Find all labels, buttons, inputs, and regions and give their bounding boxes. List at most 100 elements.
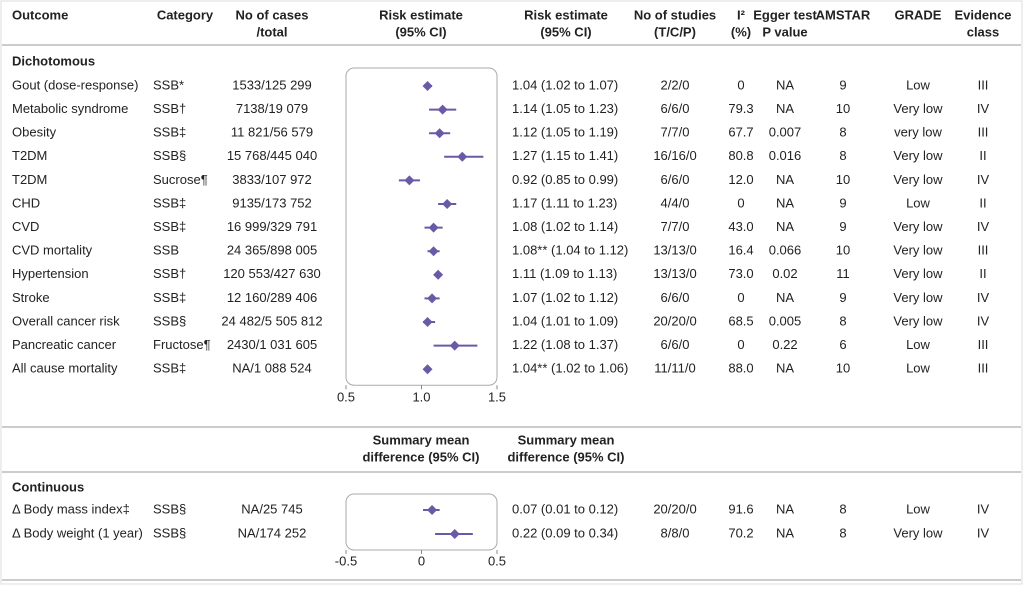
cell: 1.17 (1.11 to 1.23): [512, 195, 617, 210]
cell: 0.22: [772, 337, 797, 352]
cell: 6: [839, 337, 846, 352]
cell: 20/20/0: [653, 313, 696, 328]
cell: Very low: [893, 266, 943, 281]
x-tick-label: 0: [418, 553, 425, 568]
cell: 79.3: [728, 101, 753, 116]
cell: 2/2/0: [661, 77, 690, 92]
cell: Metabolic syndrome: [12, 101, 128, 116]
cell: Very low: [893, 243, 943, 258]
cell: 10: [836, 101, 850, 116]
column-header: Category: [157, 7, 214, 22]
column-header: Egger test: [753, 7, 817, 22]
cell: 9: [839, 195, 846, 210]
point-estimate: [434, 128, 445, 139]
cell: Very low: [893, 525, 943, 540]
cell: 15 768/445 040: [227, 148, 317, 163]
cell: 7/7/0: [661, 219, 690, 234]
cell: IV: [977, 101, 990, 116]
cell: 3833/107 972: [232, 172, 312, 187]
cell: III: [978, 361, 989, 376]
cell: NA/25 745: [241, 501, 302, 516]
cell: very low: [894, 125, 942, 140]
cell: IV: [977, 172, 990, 187]
cell: NA: [776, 172, 794, 187]
cell: 0: [737, 195, 744, 210]
cell: SSB§: [153, 313, 186, 328]
cell: 1.12 (1.05 to 1.19): [512, 125, 618, 140]
cell: Hypertension: [12, 266, 89, 281]
cell: 16/16/0: [653, 148, 696, 163]
cell: 12.0: [728, 172, 753, 187]
cell: Pancreatic cancer: [12, 337, 117, 352]
cell: NA/174 252: [238, 525, 307, 540]
cell: 1.27 (1.15 to 1.41): [512, 148, 618, 163]
point-estimate: [457, 151, 468, 162]
cell: 0.07 (0.01 to 0.12): [512, 501, 618, 516]
cell: Very low: [893, 313, 943, 328]
cell: 1.04 (1.01 to 1.09): [512, 313, 618, 328]
column-header: No of cases: [236, 7, 309, 22]
cell: III: [978, 243, 989, 258]
cell: Stroke: [12, 290, 50, 305]
point-estimate: [422, 364, 433, 375]
cell: IV: [977, 219, 990, 234]
cell: 6/6/0: [661, 290, 690, 305]
cell: Low: [906, 501, 930, 516]
cell: 13/13/0: [653, 243, 696, 258]
cell: 1.04** (1.02 to 1.06): [512, 361, 628, 376]
cell: 9: [839, 219, 846, 234]
cell: 9135/173 752: [232, 195, 312, 210]
cell: 4/4/0: [661, 195, 690, 210]
cell: Very low: [893, 148, 943, 163]
cell: Obesity: [12, 125, 57, 140]
cell: 0: [737, 77, 744, 92]
cell: Very low: [893, 101, 943, 116]
cell: Low: [906, 195, 930, 210]
cell: 80.8: [728, 148, 753, 163]
x-tick-label: 0.5: [488, 553, 506, 568]
cell: 1.22 (1.08 to 1.37): [512, 337, 618, 352]
cell: 0.005: [769, 313, 802, 328]
cell: 1.14 (1.05 to 1.23): [512, 101, 618, 116]
cell: 16.4: [728, 243, 753, 258]
cell: NA: [776, 195, 794, 210]
cell: 1.11 (1.09 to 1.13): [512, 266, 617, 281]
cell: 1.08 (1.02 to 1.14): [512, 219, 618, 234]
cell: SSB†: [153, 101, 186, 116]
point-estimate: [427, 505, 438, 515]
cell: T2DM: [12, 172, 47, 187]
cell: 11/11/0: [654, 361, 695, 376]
cell: Overall cancer risk: [12, 313, 120, 328]
cell: 68.5: [728, 313, 753, 328]
cell: NA: [776, 290, 794, 305]
section-title: Continuous: [12, 479, 84, 494]
x-tick-label: 1.0: [412, 389, 430, 404]
cell: 8: [839, 125, 846, 140]
cell: CHD: [12, 195, 40, 210]
cell: SSB‡: [153, 125, 186, 140]
cell: IV: [977, 501, 990, 516]
cell: 0: [737, 337, 744, 352]
cell: SSB†: [153, 266, 186, 281]
cell: 8: [839, 148, 846, 163]
cell: 1.08** (1.04 to 1.12): [512, 243, 628, 258]
cell: Low: [906, 77, 930, 92]
cell: II: [979, 266, 986, 281]
cell: 70.2: [728, 525, 753, 540]
cell: IV: [977, 313, 990, 328]
x-tick-label: 0.5: [337, 389, 355, 404]
cell: 20/20/0: [653, 501, 696, 516]
cell: 16 999/329 791: [227, 219, 317, 234]
column-header: (95% CI): [395, 24, 446, 39]
column-header: I²: [737, 7, 746, 22]
column-header: Evidence: [954, 7, 1011, 22]
cell: II: [979, 195, 986, 210]
cell: 1.07 (1.02 to 1.12): [512, 290, 618, 305]
column-header: GRADE: [895, 7, 942, 22]
point-estimate: [449, 529, 460, 539]
column-header: (T/C/P): [654, 24, 696, 39]
cell: SSB‡: [153, 219, 186, 234]
cell: Δ Body mass index‡: [12, 501, 130, 516]
cell: NA: [776, 101, 794, 116]
